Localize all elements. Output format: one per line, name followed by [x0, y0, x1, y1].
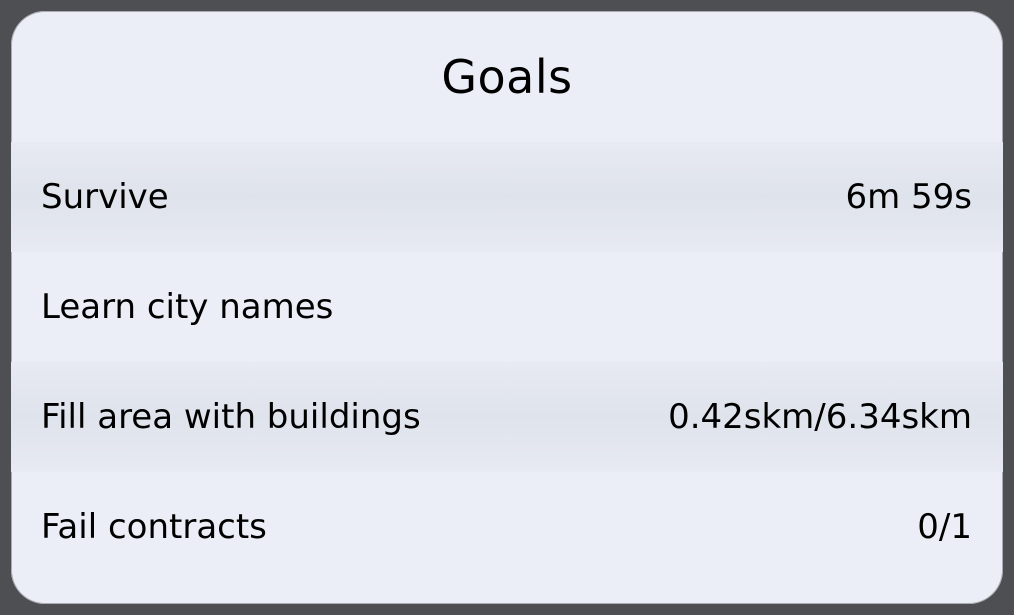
- goal-value: 6m 59s: [845, 177, 972, 217]
- goal-row-learn-city-names: Learn city names: [11, 252, 1003, 362]
- goal-row-fill-area: Fill area with buildings 0.42skm/6.34skm: [11, 362, 1003, 472]
- goal-value: 0/1: [917, 507, 972, 547]
- goal-label: Learn city names: [41, 287, 334, 327]
- goal-label: Fail contracts: [41, 507, 267, 547]
- goal-label: Survive: [41, 177, 169, 217]
- goal-label: Fill area with buildings: [41, 397, 421, 437]
- goal-row-survive: Survive 6m 59s: [11, 142, 1003, 252]
- panel-title: Goals: [441, 50, 573, 104]
- goals-panel: Goals Survive 6m 59s Learn city names Fi…: [11, 11, 1003, 604]
- goal-row-fail-contracts: Fail contracts 0/1: [11, 472, 1003, 582]
- goal-value: 0.42skm/6.34skm: [668, 397, 972, 437]
